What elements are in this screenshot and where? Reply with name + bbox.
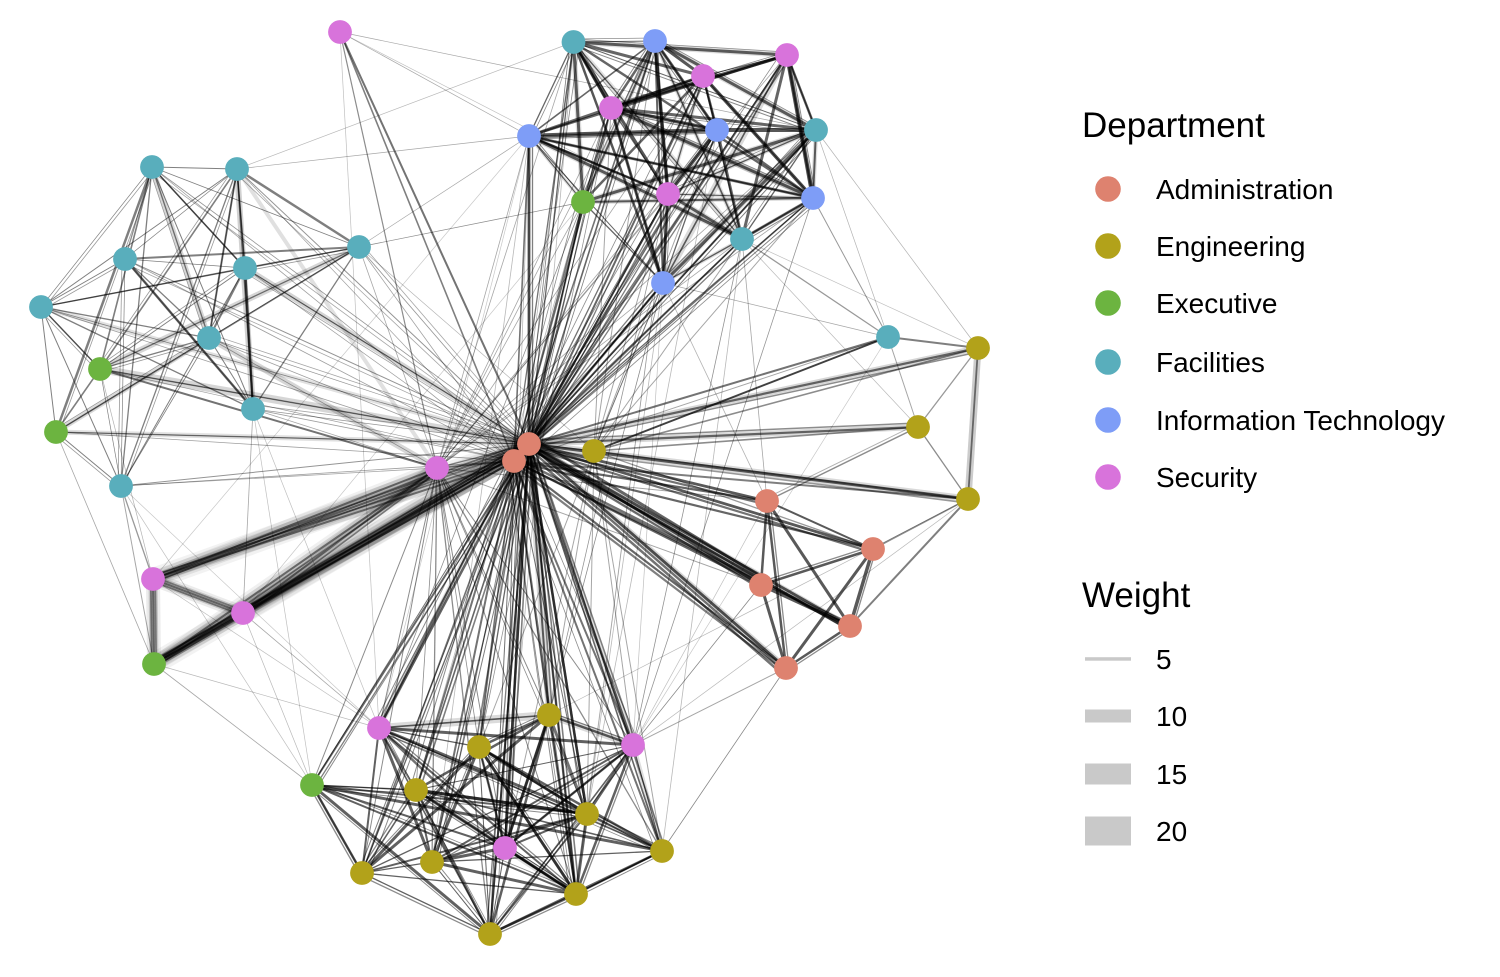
svg-text:Facilities: Facilities [1156,347,1265,378]
svg-text:Information Technology: Information Technology [1156,405,1445,436]
svg-text:10: 10 [1156,701,1187,732]
svg-text:20: 20 [1156,816,1187,847]
svg-text:Administration: Administration [1156,174,1333,205]
svg-text:15: 15 [1156,759,1187,790]
svg-text:5: 5 [1156,644,1172,675]
svg-text:Department: Department [1082,106,1265,145]
svg-text:Engineering: Engineering [1156,231,1305,262]
svg-text:Executive: Executive [1156,288,1277,319]
svg-text:Weight: Weight [1082,576,1191,615]
svg-text:Security: Security [1156,462,1257,493]
